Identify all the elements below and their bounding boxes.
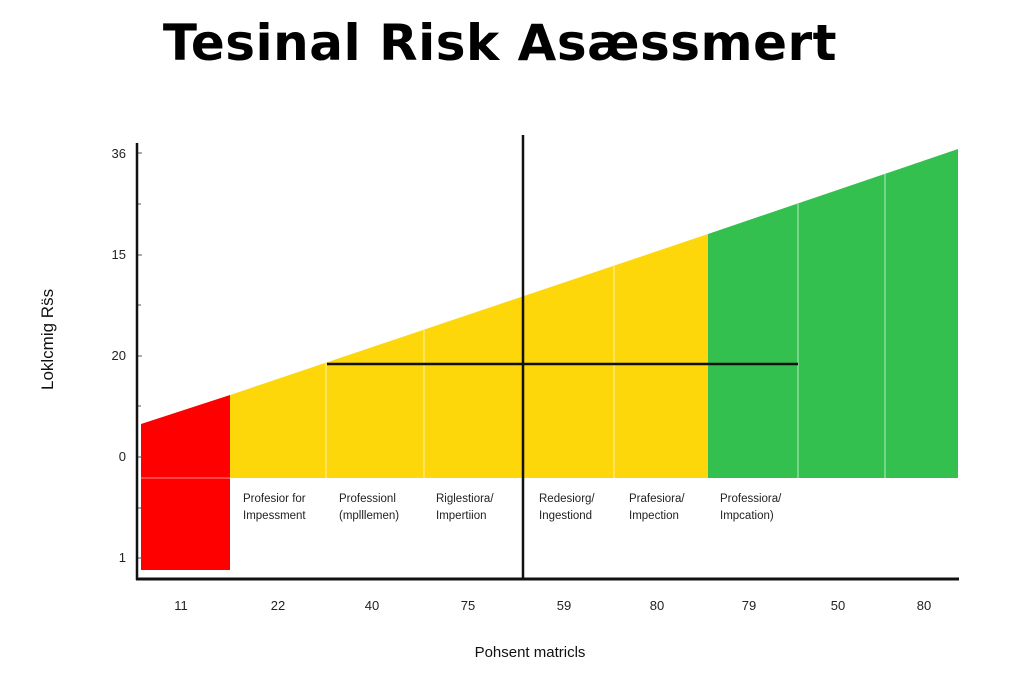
- chart-title: Tesinal Risk Asæssmert: [162, 14, 838, 72]
- zone-high-risk: [141, 395, 230, 570]
- x-tick: 11: [174, 598, 188, 613]
- category-label: Professiora/Impcation): [720, 493, 782, 522]
- x-tick: 80: [916, 598, 932, 613]
- x-tick: 22: [270, 598, 286, 613]
- zone-low-risk: [708, 149, 958, 478]
- zone-medium-risk: [230, 234, 708, 478]
- x-tick: 80: [649, 598, 665, 613]
- x-tick: 40: [364, 598, 380, 613]
- category-label: Profesior for Impessment: [243, 493, 306, 522]
- y-tick: 1: [118, 550, 126, 565]
- y-tick: 0: [118, 449, 126, 464]
- x-tick: 79: [741, 598, 757, 613]
- x-axis-label: Pohsent matricls: [474, 644, 586, 661]
- column-dividers: [325, 174, 886, 478]
- category-label: Prafesiora/Impection: [629, 493, 685, 522]
- x-tick: 75: [460, 598, 476, 613]
- x-tick: 59: [556, 598, 572, 613]
- category-label: Riglestiora/Impertiion: [436, 493, 494, 522]
- y-tick: 15: [111, 247, 126, 262]
- category-label: Professionl (mplllemen): [339, 493, 400, 522]
- x-tick: 50: [830, 598, 846, 613]
- category-label: Redesiorg/Ingestiond: [539, 493, 595, 522]
- y-tick: 20: [111, 348, 126, 363]
- y-tick: 36: [111, 146, 126, 161]
